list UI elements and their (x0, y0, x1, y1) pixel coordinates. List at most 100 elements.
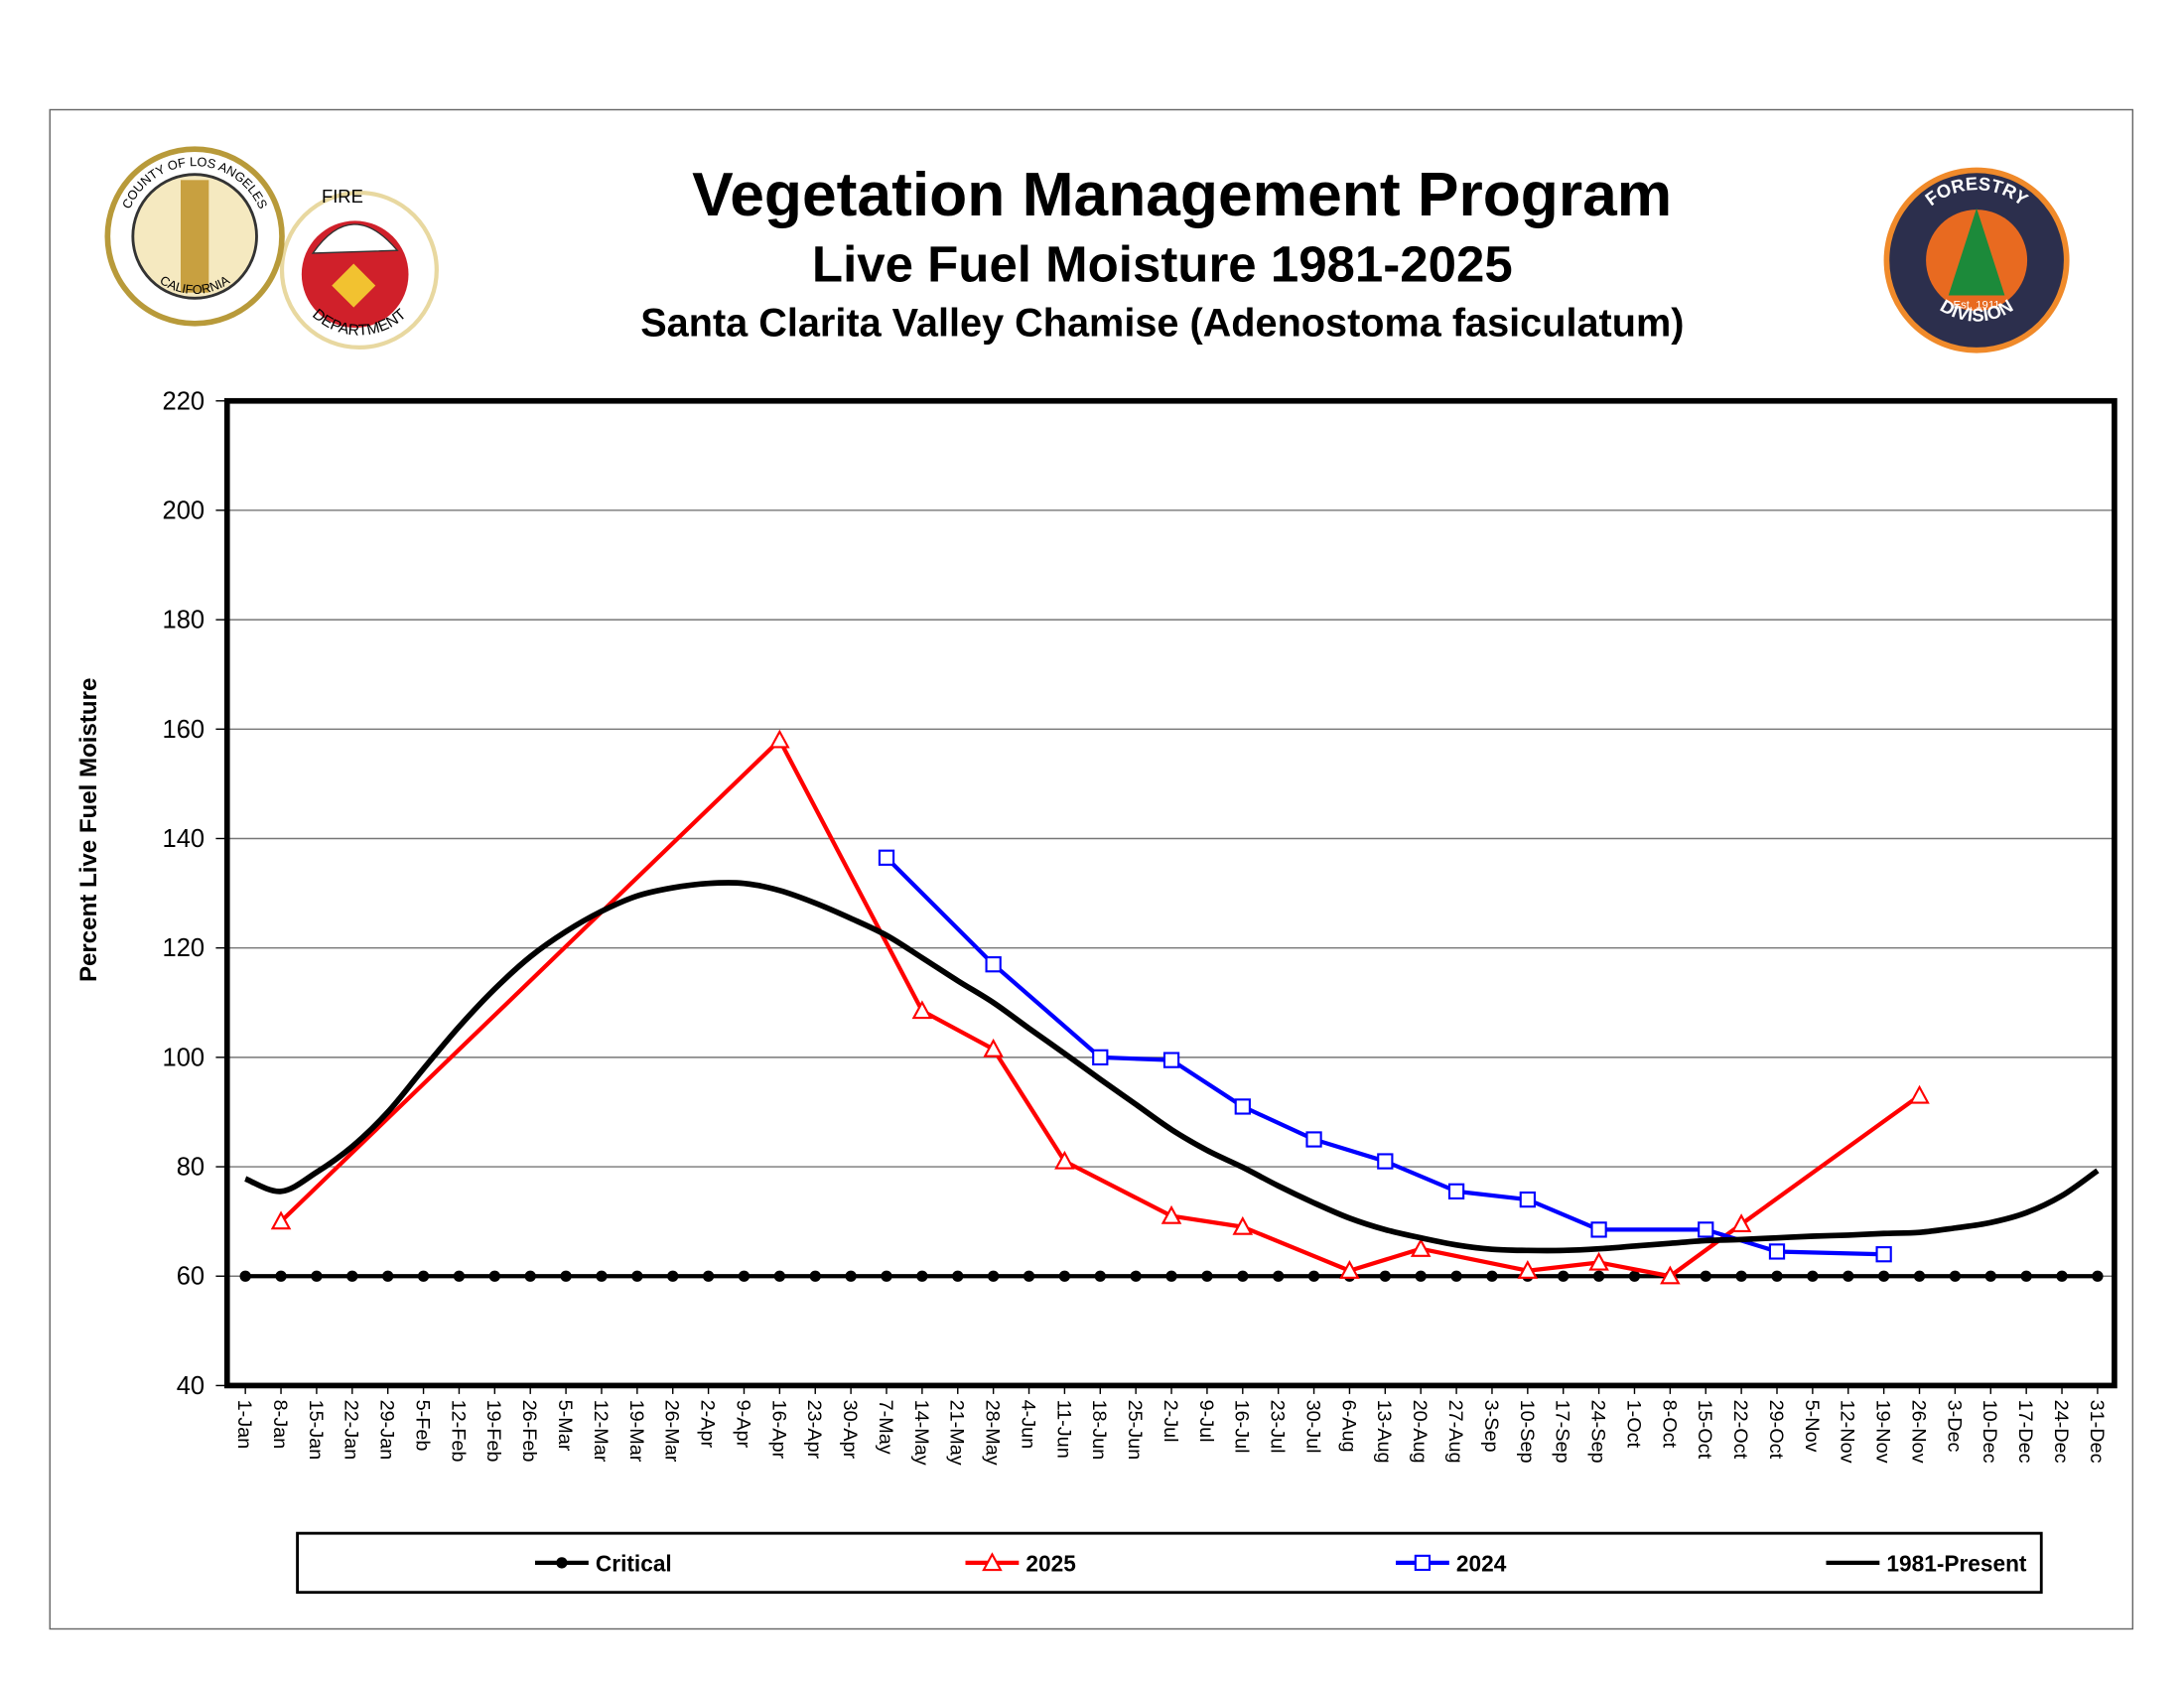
data-point (1768, 1243, 1786, 1260)
x-tick-label: 7-May (875, 1400, 896, 1455)
data-point (1700, 1270, 1711, 1282)
data-point (881, 1270, 892, 1282)
data-point (1232, 1215, 1254, 1235)
data-point (916, 1270, 928, 1282)
data-point (1160, 1204, 1182, 1224)
x-tick-label: 17-Sep (1552, 1400, 1573, 1464)
chart-subtitle: Live Fuel Moisture 1981-2025 (812, 235, 1513, 292)
data-point (738, 1270, 751, 1282)
data-point (596, 1270, 608, 1282)
legend: Critical 2025 2024 1981-Present (535, 1550, 2027, 1576)
data-point (987, 1270, 1000, 1282)
y-tick-label: 80 (177, 1154, 205, 1182)
x-tick-label: 26-Nov (1907, 1400, 1929, 1464)
x-tick-label: 26-Feb (518, 1400, 540, 1463)
data-point (773, 1270, 786, 1282)
county-seal: COUNTY OF LOS ANGELES CALIFORNIA (104, 146, 285, 327)
chart-title: Vegetation Management Program (692, 161, 1672, 229)
data-point (311, 1270, 323, 1282)
data-point (1949, 1270, 1962, 1282)
data-point (275, 1270, 287, 1282)
x-tick-label: 24-Sep (1587, 1400, 1609, 1464)
data-point (1517, 1260, 1539, 1279)
data-point (1130, 1270, 1142, 1282)
seal-figure (181, 180, 209, 293)
data-point (1486, 1270, 1498, 1282)
x-tick-label: 18-Jun (1088, 1400, 1110, 1461)
data-point (1234, 1098, 1251, 1115)
series (244, 880, 2100, 1254)
x-tick-label: 30-Apr (839, 1400, 861, 1460)
y-tick-label: 60 (177, 1263, 205, 1291)
data-point (1771, 1270, 1783, 1282)
chart-subtitle: Santa Clarita Valley Chamise (Adenostoma… (640, 302, 1684, 346)
x-tick-label: 3-Dec (1943, 1400, 1965, 1453)
data-point (382, 1270, 394, 1282)
data-point (878, 849, 895, 866)
x-tick-label: 4-Jun (1017, 1400, 1038, 1450)
x-tick-label: 9-Jul (1195, 1400, 1217, 1443)
data-point (1877, 1270, 1890, 1282)
x-tick-label: 12-Feb (447, 1400, 469, 1463)
data-point (1447, 1183, 1465, 1199)
fire-logo: FIRE DEPARTMENT (279, 186, 439, 351)
data-point (1092, 1049, 1109, 1066)
data-point (1165, 1270, 1177, 1282)
x-tick-label: 24-Dec (2050, 1400, 2072, 1464)
y-tick-label: 180 (163, 607, 205, 634)
x-tick-label: 8-Jan (269, 1400, 291, 1450)
data-point (983, 1038, 1004, 1057)
logo-badge (332, 263, 376, 308)
data-point (270, 1210, 292, 1230)
legend-label: Critical (596, 1550, 672, 1576)
y-tick-label: 160 (163, 716, 205, 744)
data-point (1094, 1270, 1106, 1282)
series-line (279, 738, 1921, 1279)
data-point (1273, 1270, 1285, 1282)
x-tick-label: 10-Dec (1979, 1400, 2000, 1464)
x-tick-label: 27-Aug (1444, 1400, 1466, 1464)
data-point (1414, 1554, 1432, 1572)
data-point (1519, 1191, 1536, 1208)
data-point (346, 1270, 358, 1282)
data-point (1592, 1270, 1605, 1282)
data-point (1023, 1270, 1035, 1282)
y-tick-label: 120 (163, 934, 205, 962)
x-tick-label: 2-Jul (1160, 1400, 1181, 1443)
logo-helmet (311, 223, 399, 254)
data-point (985, 956, 1002, 973)
x-tick-label: 19-Feb (482, 1400, 504, 1463)
data-point (1410, 1237, 1432, 1257)
data-point (1875, 1246, 1892, 1263)
legend-label: 2024 (1456, 1550, 1507, 1576)
data-point (702, 1270, 715, 1282)
data-point (1730, 1213, 1752, 1233)
data-point (239, 1270, 251, 1282)
data-point (1377, 1153, 1394, 1170)
x-tick-label: 29-Jan (376, 1400, 398, 1461)
data-point (1628, 1270, 1641, 1282)
data-point (2092, 1270, 2104, 1282)
data-point (952, 1270, 964, 1282)
x-tick-label: 31-Dec (2086, 1400, 2108, 1464)
x-tick-label: 11-Jun (1052, 1400, 1074, 1459)
x-tick-label: 5-Nov (1801, 1400, 1823, 1453)
x-tick-label: 30-Jul (1301, 1400, 1323, 1454)
data-point (982, 1552, 1003, 1572)
data-point (488, 1270, 500, 1282)
data-point (1058, 1270, 1071, 1282)
data-point (417, 1270, 430, 1282)
logo-tree (1948, 208, 2005, 296)
x-tick-label: 1-Oct (1622, 1400, 1644, 1449)
x-tick-label: 9-Apr (732, 1400, 753, 1449)
x-tick-label: 6-Aug (1337, 1400, 1359, 1453)
data-point (911, 1000, 933, 1020)
x-tick-label: 1-Jan (233, 1400, 255, 1450)
data-point (1807, 1270, 1819, 1282)
x-tick-label: 21-May (946, 1400, 968, 1466)
data-point (1735, 1270, 1747, 1282)
x-tick-label: 2-Apr (697, 1400, 719, 1449)
data-point (2056, 1270, 2068, 1282)
